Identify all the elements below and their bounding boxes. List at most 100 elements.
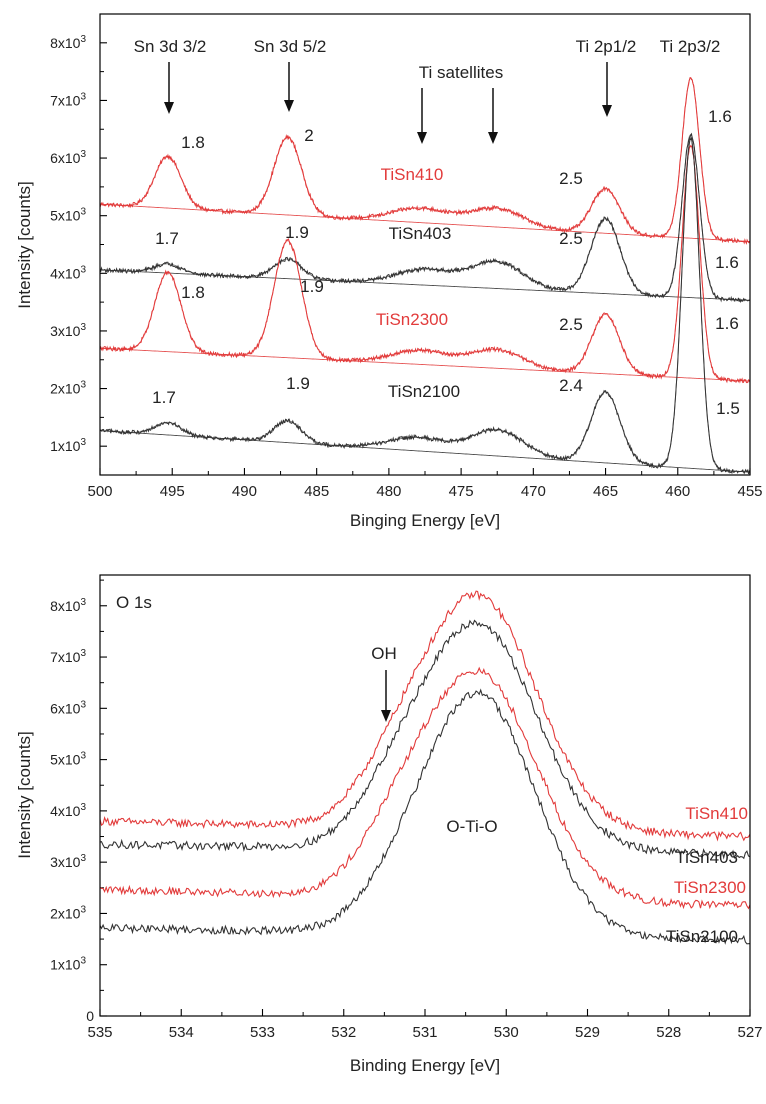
width-label-tisn403-ti32: 1.6 — [715, 253, 739, 272]
bottom-y-tick-labels: 0 1x103 2x103 3x103 4x103 5x103 6x103 7x103 8x10… — [50, 597, 94, 1024]
arrow-ti-satellite-2 — [488, 88, 498, 144]
bottom-y-tick-label: 4x103 — [50, 802, 86, 819]
bottom-series-line-tisn2100 — [99, 688, 750, 945]
bottom-x-tick-label: 532 — [331, 1024, 356, 1041]
top-x-tick-label: 470 — [521, 483, 546, 500]
top-y-tick-label: 1x103 — [50, 437, 86, 454]
bottom-x-tick-label: 527 — [737, 1024, 762, 1041]
top-y-tick-label: 6x103 — [50, 149, 86, 166]
annotation-o-ti-o: O-Ti-O — [446, 817, 497, 836]
top-y-tick-labels: 1x103 2x103 3x103 4x103 5x103 6x103 7x103 8x103 — [50, 34, 86, 454]
top-x-tick-label: 460 — [665, 483, 690, 500]
width-label-tisn2100-ti12: 2.4 — [559, 376, 583, 395]
arrow-sn3d52 — [284, 62, 294, 112]
arrow-oh — [381, 670, 391, 722]
top-series-line-tisn403 — [99, 132, 751, 304]
top-series-line-tisn2300 — [99, 145, 751, 384]
peak-label-ti2p32: Ti 2p3/2 — [660, 37, 721, 56]
peak-label-sn3d52: Sn 3d 5/2 — [254, 37, 327, 56]
top-series-name-tisn2300: TiSn2300 — [376, 310, 448, 329]
bottom-axis-ticks — [99, 579, 751, 1017]
top-series-name-tisn410: TiSn410 — [381, 165, 444, 184]
bottom-x-tick-label: 530 — [494, 1024, 519, 1041]
top-x-tick-labels: 500 495 490 485 480 475 470 465 460 455 — [87, 483, 762, 500]
peak-label-ti2p12: Ti 2p1/2 — [576, 37, 637, 56]
bottom-y-tick-label: 8x103 — [50, 597, 86, 614]
top-x-tick-label: 485 — [304, 483, 329, 500]
bottom-x-tick-labels: 535 534 533 532 531 530 529 528 527 — [87, 1024, 762, 1041]
bottom-series-name-tisn403: TiSn403 — [675, 848, 738, 867]
top-x-tick-label: 455 — [737, 483, 762, 500]
top-y-axis-title: Intensity [counts] — [15, 181, 34, 309]
top-fit-line-tisn410 — [100, 77, 750, 243]
bottom-panel: 535 534 533 532 531 530 529 528 527 0 1x103 2x103 3… — [15, 574, 763, 1075]
top-x-tick-label: 495 — [160, 483, 185, 500]
arrow-ti-satellite-1 — [417, 88, 427, 144]
bottom-series-line-tisn403 — [99, 619, 751, 860]
bottom-y-tick-label: 0 — [86, 1008, 94, 1024]
bottom-y-tick-label: 6x103 — [50, 699, 86, 716]
top-series-line-tisn2100 — [99, 137, 751, 475]
annotation-oh: OH — [371, 644, 397, 663]
bottom-series-name-tisn410: TiSn410 — [685, 804, 748, 823]
peak-label-sn3d32: Sn 3d 3/2 — [134, 37, 207, 56]
bottom-series-name-tisn2100: TiSn2100 — [666, 927, 738, 946]
bottom-y-tick-label: 2x103 — [50, 904, 86, 921]
width-label-tisn2300-sn32: 1.8 — [181, 283, 205, 302]
peak-label-ti-satellites: Ti satellites — [419, 63, 503, 82]
width-label-tisn2300-ti32: 1.6 — [715, 314, 739, 333]
top-y-tick-label: 7x103 — [50, 91, 86, 108]
top-x-tick-label: 465 — [593, 483, 618, 500]
top-fit-line-tisn2300 — [99, 144, 751, 382]
top-fit-line-tisn403 — [100, 133, 750, 301]
bottom-y-tick-label: 5x103 — [50, 751, 86, 768]
top-panel: 500 495 490 485 480 475 470 465 460 455 1x103 2x10… — [15, 13, 763, 530]
bottom-x-tick-label: 528 — [656, 1024, 681, 1041]
bottom-x-tick-label: 531 — [412, 1024, 437, 1041]
bottom-series — [99, 590, 751, 945]
bottom-x-axis-title: Binding Energy [eV] — [350, 1056, 500, 1075]
top-x-tick-label: 480 — [376, 483, 401, 500]
top-x-axis-title: Binging Energy [eV] — [350, 511, 500, 530]
bottom-x-tick-label: 529 — [575, 1024, 600, 1041]
top-y-tick-label: 2x103 — [50, 380, 86, 397]
top-series-name-tisn2100: TiSn2100 — [388, 382, 460, 401]
top-series-line-tisn410 — [99, 76, 751, 245]
panel-label-o1s: O 1s — [116, 593, 152, 612]
top-fit-line-tisn2100 — [99, 137, 750, 473]
bottom-series-line-tisn410 — [99, 590, 751, 842]
top-series — [99, 76, 751, 475]
width-label-tisn403-ti12: 2.5 — [559, 229, 583, 248]
top-y-tick-label: 8x103 — [50, 34, 86, 51]
top-plot-frame — [99, 13, 751, 476]
width-label-tisn410-ti12: 2.5 — [559, 169, 583, 188]
bottom-plot-frame — [99, 574, 751, 1017]
width-label-tisn2300-sn52: 1.9 — [300, 277, 324, 296]
bottom-series-name-tisn2300: TiSn2300 — [674, 878, 746, 897]
width-label-tisn2300-ti12: 2.5 — [559, 315, 583, 334]
width-label-tisn403-sn52: 1.9 — [285, 223, 309, 242]
bottom-series-line-tisn2300 — [99, 666, 751, 910]
bottom-x-tick-label: 534 — [169, 1024, 194, 1041]
arrow-sn3d32 — [164, 62, 174, 114]
bottom-y-tick-label: 1x103 — [50, 956, 86, 973]
width-label-tisn403-sn32: 1.7 — [155, 229, 179, 248]
top-x-tick-label: 490 — [232, 483, 257, 500]
width-label-tisn410-ti32: 1.6 — [708, 107, 732, 126]
width-label-tisn410-sn32: 1.8 — [181, 133, 205, 152]
top-y-tick-label: 5x103 — [50, 207, 86, 224]
width-label-tisn2100-ti32: 1.5 — [716, 399, 740, 418]
bottom-y-axis-title: Intensity [counts] — [15, 731, 34, 859]
top-series-name-tisn403: TiSn403 — [389, 224, 452, 243]
top-axis-ticks — [99, 13, 751, 475]
width-label-tisn2100-sn32: 1.7 — [152, 388, 176, 407]
width-label-tisn410-sn52: 2 — [304, 126, 313, 145]
bottom-y-tick-label: 3x103 — [50, 853, 86, 870]
width-label-tisn2100-sn52: 1.9 — [286, 374, 310, 393]
top-x-tick-label: 475 — [449, 483, 474, 500]
arrow-ti2p12 — [602, 62, 612, 117]
top-x-tick-label: 500 — [87, 483, 112, 500]
bottom-y-tick-label: 7x103 — [50, 648, 86, 665]
bottom-x-tick-label: 533 — [250, 1024, 275, 1041]
